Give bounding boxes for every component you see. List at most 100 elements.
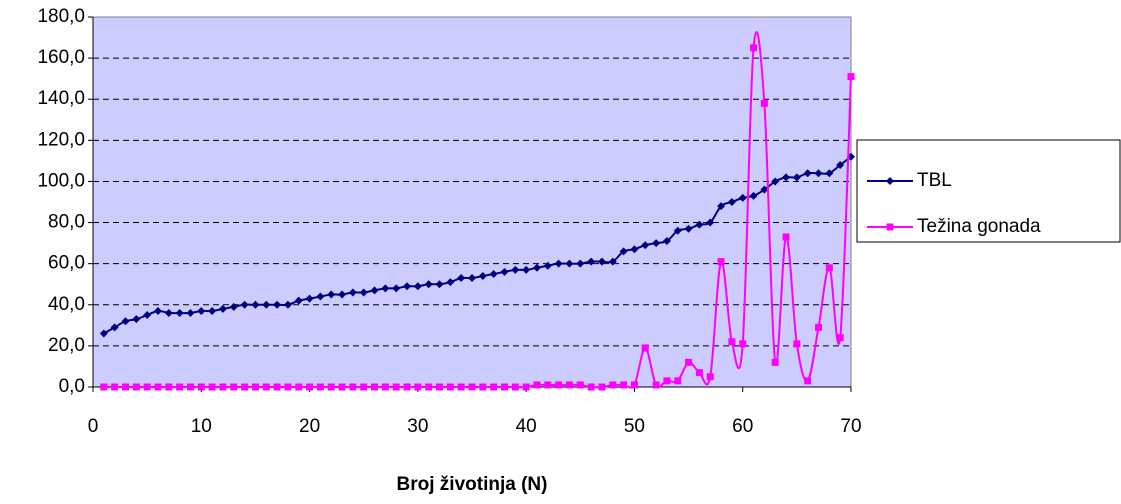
y-tick-label: 180,0 (37, 6, 85, 27)
data-point (749, 191, 758, 200)
data-point (760, 185, 769, 194)
data-point (630, 381, 638, 389)
data-point (728, 338, 736, 346)
data-point (608, 257, 617, 266)
data-point (241, 383, 249, 391)
data-point (360, 383, 368, 391)
data-point (771, 177, 780, 186)
data-point (706, 373, 714, 381)
data-point (598, 383, 606, 391)
data-point (739, 340, 747, 348)
data-point (565, 259, 574, 268)
data-point (153, 306, 162, 315)
data-point (717, 258, 725, 266)
data-point (327, 290, 336, 299)
y-tick-label: 0,0 (59, 376, 85, 397)
data-point (424, 280, 433, 289)
data-point (316, 383, 324, 391)
data-point (771, 358, 779, 366)
data-point (273, 383, 281, 391)
data-point (110, 323, 119, 332)
data-point (154, 383, 162, 391)
data-point (792, 173, 801, 182)
legend-label: TBL (917, 170, 952, 191)
data-point (620, 381, 628, 389)
data-point (500, 267, 509, 276)
data-point (717, 202, 726, 211)
data-point (251, 300, 260, 309)
data-point (673, 226, 682, 235)
data-point (370, 286, 379, 295)
data-point (208, 306, 217, 315)
data-point (630, 245, 639, 254)
data-point (251, 383, 259, 391)
data-point (349, 383, 357, 391)
x-tick-label: 0 (88, 416, 99, 437)
data-point (414, 383, 422, 391)
data-point (121, 317, 130, 326)
data-point (803, 169, 812, 178)
data-point (782, 173, 791, 182)
data-point (175, 309, 184, 317)
data-point (587, 257, 596, 266)
data-point (587, 383, 595, 391)
data-point (652, 381, 660, 389)
data-point (294, 296, 303, 305)
data-point (283, 300, 292, 309)
data-point (143, 383, 151, 391)
data-point (554, 259, 563, 268)
plot-area (92, 16, 852, 388)
data-point (262, 383, 270, 391)
data-point (186, 309, 195, 317)
data-point (327, 383, 335, 391)
data-point (685, 358, 693, 366)
data-point (738, 193, 747, 202)
x-tick-label: 10 (191, 416, 212, 437)
data-point (511, 265, 520, 274)
data-point (825, 264, 833, 272)
data-point (750, 44, 758, 52)
data-point (695, 220, 704, 229)
data-point (132, 315, 141, 324)
data-point (468, 274, 476, 283)
data-point (392, 284, 401, 293)
data-point (727, 198, 736, 206)
data-point (836, 334, 844, 342)
data-point (619, 247, 628, 256)
data-point (489, 269, 498, 278)
data-point (815, 323, 823, 331)
data-point (522, 383, 530, 391)
data-point (229, 302, 238, 311)
data-point (436, 383, 444, 391)
data-point (176, 383, 184, 391)
data-point (457, 274, 466, 283)
data-point (186, 383, 194, 391)
data-point (760, 99, 768, 107)
data-point (522, 265, 531, 274)
data-point (532, 263, 541, 272)
data-point (543, 261, 552, 270)
y-tick-label: 100,0 (37, 170, 85, 191)
data-point (446, 383, 454, 391)
data-point (121, 383, 129, 391)
data-point (305, 294, 314, 303)
data-point (500, 383, 508, 391)
data-point (306, 383, 314, 391)
data-point (544, 381, 552, 389)
data-point (359, 288, 368, 297)
data-point (597, 257, 606, 266)
data-point (197, 306, 206, 315)
data-point (111, 383, 119, 391)
data-point (403, 282, 412, 291)
legend-marker (886, 223, 894, 231)
data-point (576, 259, 585, 268)
data-point (490, 383, 498, 391)
series-line (103, 155, 852, 335)
data-point (371, 383, 379, 391)
data-point (825, 169, 834, 178)
data-point (782, 233, 790, 241)
data-point (663, 377, 671, 385)
data-point (836, 161, 845, 169)
data-point (392, 383, 400, 391)
x-tick-label: 50 (624, 416, 645, 437)
